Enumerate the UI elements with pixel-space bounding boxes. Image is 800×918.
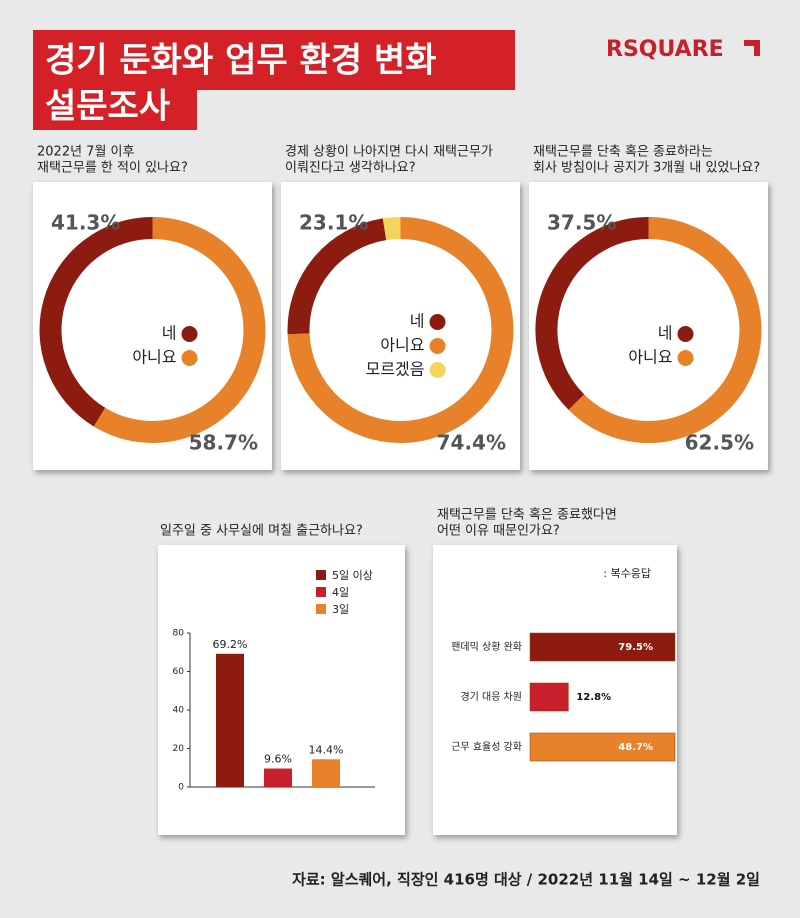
value-label: 74.4% xyxy=(437,431,506,455)
value-label: 9.6% xyxy=(264,753,292,766)
legend-swatch xyxy=(316,604,326,614)
y-tick-label: 60 xyxy=(173,667,185,677)
title-box xyxy=(33,88,197,130)
question: 어떤 이유 때문인가요? xyxy=(437,524,560,539)
question: 경제 상황이 나아지면 다시 재택근무가 xyxy=(285,145,493,160)
bar xyxy=(216,653,244,787)
category-label: 경기 대응 차원 xyxy=(460,690,522,703)
y-tick-label: 40 xyxy=(173,706,185,716)
legend-label: 모르겠음 xyxy=(366,360,425,379)
value-label: 23.1% xyxy=(299,211,368,235)
donut-segment xyxy=(287,218,387,335)
legend-swatch xyxy=(429,362,446,378)
donut-segment xyxy=(39,217,153,427)
value-label: 58.7% xyxy=(189,431,258,455)
value-label: 62.5% xyxy=(685,431,754,455)
question: 이뤄진다고 생각하나요? xyxy=(285,161,416,176)
y-tick-label: 80 xyxy=(173,629,185,639)
donut-segment xyxy=(287,217,514,443)
category-label: 근무 효율성 강화 xyxy=(451,741,522,753)
legend-label: 아니요 xyxy=(380,336,424,355)
legend-swatch xyxy=(677,350,694,366)
donut-segment xyxy=(382,217,401,241)
legend-label: 5일 이상 xyxy=(332,568,373,582)
question: 2022년 7월 이후 xyxy=(37,145,134,160)
question: 일주일 중 사무실에 며칠 출근하나요? xyxy=(160,524,363,539)
bar xyxy=(529,682,569,712)
value-label: 37.5% xyxy=(547,211,616,235)
legend-swatch xyxy=(429,338,446,354)
value-label: 79.5% xyxy=(618,642,653,653)
legend-swatch xyxy=(677,326,694,342)
question: 재택근무를 단축 혹은 종료했다면 xyxy=(437,507,617,523)
donut-segment xyxy=(93,217,266,443)
value-label: 14.4% xyxy=(309,743,344,756)
y-tick-label: 0 xyxy=(178,783,184,793)
title-box xyxy=(33,30,515,90)
legend-label: 아니요 xyxy=(628,348,672,367)
title: 경기 둔화와 업무 환경 변화 xyxy=(45,41,436,81)
logo: RSQUARE xyxy=(606,37,724,62)
source: 자료: 알스퀘어, 직장인 416명 대상 / 2022년 11월 14일 ~ … xyxy=(292,871,760,889)
donut-segment xyxy=(568,217,762,443)
value-label: 69.2% xyxy=(213,638,248,651)
legend-swatch xyxy=(181,350,198,366)
value-label: 12.8% xyxy=(576,692,611,703)
legend-swatch xyxy=(429,314,446,330)
bar xyxy=(264,768,292,787)
bar xyxy=(312,759,340,787)
title: 설문조사 xyxy=(45,87,170,127)
value-label: 48.7% xyxy=(618,742,653,753)
donut-segment xyxy=(535,217,649,410)
question: 재택근무를 단축 혹은 종료하라는 xyxy=(533,145,713,160)
note: : 복수응답 xyxy=(603,567,651,580)
legend-swatch xyxy=(316,587,326,597)
legend-label: 4일 xyxy=(332,585,349,599)
logo-icon xyxy=(744,40,760,56)
legend-swatch xyxy=(181,326,198,342)
y-tick-label: 20 xyxy=(173,744,185,754)
legend-label: 네 xyxy=(658,324,673,343)
legend-label: 네 xyxy=(410,312,425,331)
bar xyxy=(529,632,676,662)
card xyxy=(158,545,405,835)
legend-label: 3일 xyxy=(332,602,349,616)
legend-label: 네 xyxy=(162,324,177,343)
legend-label: 아니요 xyxy=(132,348,176,367)
question: 회사 방침이나 공지가 3개월 내 있었나요? xyxy=(533,161,760,176)
bar xyxy=(529,732,676,762)
legend-swatch xyxy=(316,570,326,580)
question: 재택근무를 한 적이 있나요? xyxy=(37,161,188,176)
category-label: 팬데믹 상황 완화 xyxy=(451,641,522,653)
value-label: 41.3% xyxy=(51,211,120,235)
